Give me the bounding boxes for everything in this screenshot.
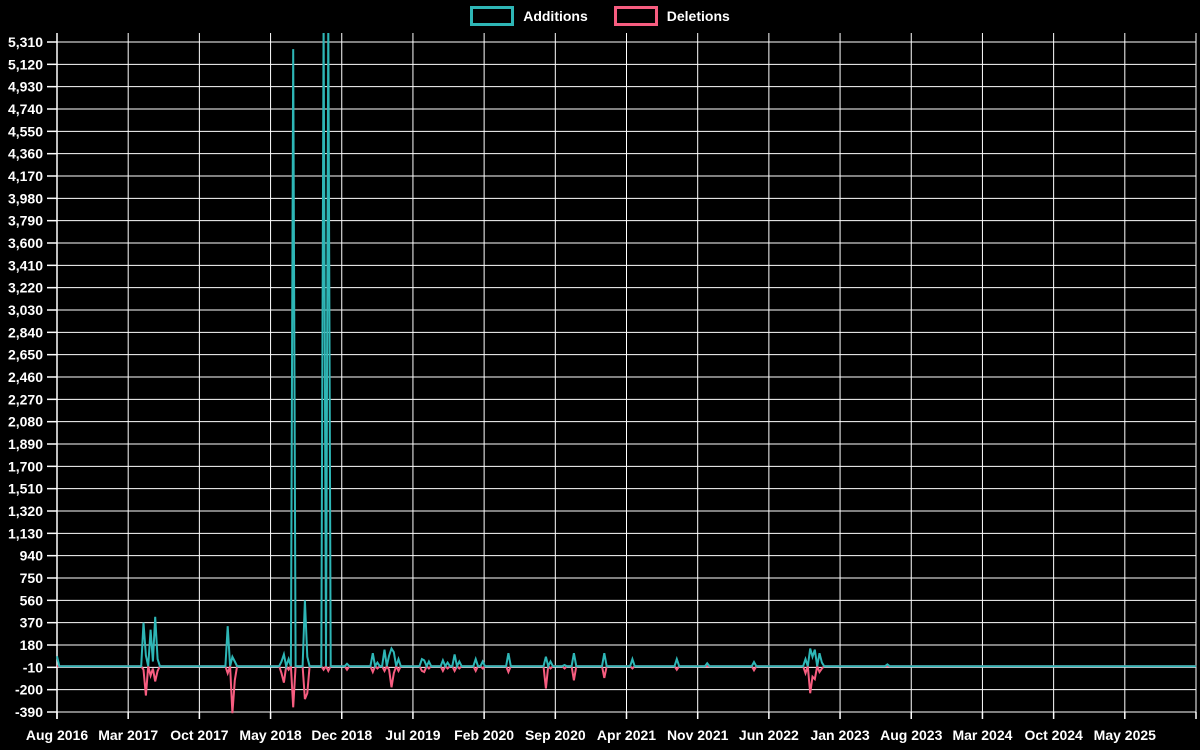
axes xyxy=(47,33,1197,719)
svg-text:Mar 2017: Mar 2017 xyxy=(98,727,158,743)
x-axis-labels: Aug 2016 Mar 2017 Oct 2017 May 2018 Dec 2018… xyxy=(26,727,1156,743)
svg-text:Jun 2022: Jun 2022 xyxy=(739,727,799,743)
svg-text:4,550: 4,550 xyxy=(8,123,43,139)
svg-text:May 2018: May 2018 xyxy=(239,727,301,743)
svg-text:560: 560 xyxy=(20,592,44,608)
svg-text:-390: -390 xyxy=(15,704,43,720)
svg-text:Aug 2023: Aug 2023 xyxy=(880,727,942,743)
svg-text:-200: -200 xyxy=(15,682,43,698)
svg-text:2,840: 2,840 xyxy=(8,324,43,340)
legend-item-additions[interactable]: Additions xyxy=(470,6,588,26)
svg-text:Jan 2023: Jan 2023 xyxy=(810,727,869,743)
additions-swatch-icon xyxy=(470,6,515,26)
svg-text:180: 180 xyxy=(20,637,44,653)
svg-text:370: 370 xyxy=(20,615,44,631)
chart-legend: Additions Deletions xyxy=(0,6,1200,26)
svg-text:-10: -10 xyxy=(23,659,43,675)
svg-text:Jul 2019: Jul 2019 xyxy=(385,727,440,743)
svg-text:1,320: 1,320 xyxy=(8,503,43,519)
svg-text:1,130: 1,130 xyxy=(8,525,43,541)
svg-text:940: 940 xyxy=(20,548,44,564)
additions-line xyxy=(56,33,1197,671)
gridlines xyxy=(56,33,1197,713)
series-lines xyxy=(56,33,1197,714)
svg-text:3,030: 3,030 xyxy=(8,302,43,318)
svg-text:Feb 2020: Feb 2020 xyxy=(454,727,514,743)
svg-text:3,790: 3,790 xyxy=(8,213,43,229)
svg-text:Nov 2021: Nov 2021 xyxy=(667,727,729,743)
svg-text:750: 750 xyxy=(20,570,44,586)
svg-text:Aug 2016: Aug 2016 xyxy=(26,727,88,743)
svg-text:3,980: 3,980 xyxy=(8,190,43,206)
svg-text:4,740: 4,740 xyxy=(8,101,43,117)
svg-text:4,170: 4,170 xyxy=(8,168,43,184)
svg-text:1,890: 1,890 xyxy=(8,436,43,452)
svg-text:4,360: 4,360 xyxy=(8,146,43,162)
svg-text:5,310: 5,310 xyxy=(8,34,43,50)
svg-text:2,270: 2,270 xyxy=(8,391,43,407)
svg-text:3,220: 3,220 xyxy=(8,280,43,296)
legend-label-deletions: Deletions xyxy=(666,8,730,24)
legend-label-additions: Additions xyxy=(523,8,588,24)
svg-text:5,120: 5,120 xyxy=(8,56,43,72)
legend-item-deletions[interactable]: Deletions xyxy=(613,6,730,26)
svg-text:3,600: 3,600 xyxy=(8,235,43,251)
svg-text:1,700: 1,700 xyxy=(8,458,43,474)
svg-text:Oct 2024: Oct 2024 xyxy=(1024,727,1083,743)
svg-text:2,650: 2,650 xyxy=(8,347,43,363)
svg-text:May 2025: May 2025 xyxy=(1094,727,1156,743)
svg-text:Sep 2020: Sep 2020 xyxy=(525,727,586,743)
svg-text:4,930: 4,930 xyxy=(8,79,43,95)
svg-text:Oct 2017: Oct 2017 xyxy=(170,727,229,743)
deletions-swatch-icon xyxy=(613,6,658,26)
svg-text:Dec 2018: Dec 2018 xyxy=(311,727,372,743)
svg-text:Mar 2024: Mar 2024 xyxy=(952,727,1012,743)
svg-text:3,410: 3,410 xyxy=(8,257,43,273)
svg-text:1,510: 1,510 xyxy=(8,481,43,497)
svg-text:2,080: 2,080 xyxy=(8,414,43,430)
svg-text:2,460: 2,460 xyxy=(8,369,43,385)
svg-text:Apr 2021: Apr 2021 xyxy=(597,727,656,743)
y-axis-labels: 5,310 5,120 4,930 4,740 4,550 4,360 4,170 3,980… xyxy=(8,34,43,720)
